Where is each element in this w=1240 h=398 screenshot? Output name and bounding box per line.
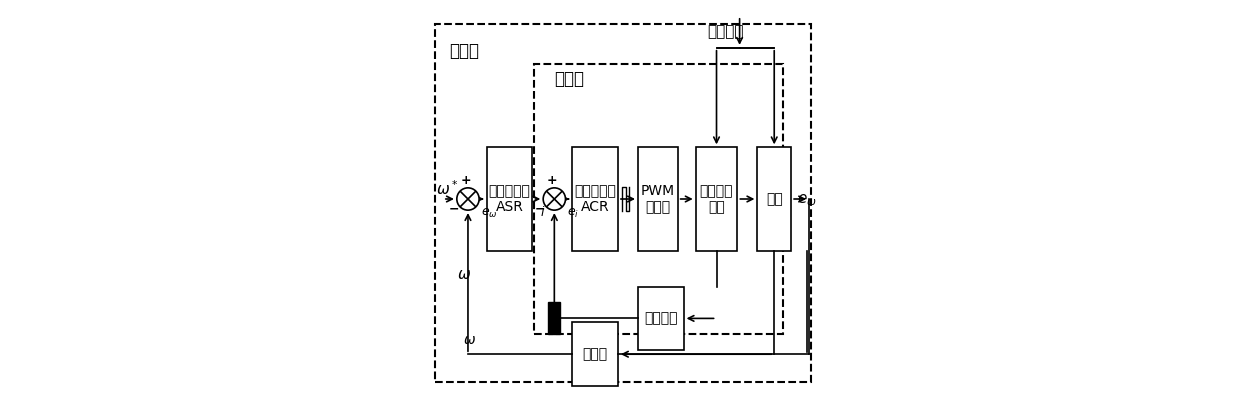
Text: $i^*$: $i^*$ (539, 203, 552, 220)
Bar (758, 147, 791, 251)
Text: −: − (534, 202, 546, 215)
Text: 速度控制器
ASR: 速度控制器 ASR (489, 184, 531, 214)
Bar (534, 64, 784, 334)
Text: $e_ω$: $e_ω$ (481, 207, 497, 220)
Text: $ω$: $ω$ (464, 333, 476, 347)
Text: 陀螺仪: 陀螺仪 (583, 347, 608, 361)
Bar (572, 322, 618, 386)
Text: 电流环: 电流环 (554, 70, 584, 88)
Bar (548, 302, 560, 334)
Text: 电流检测: 电流检测 (644, 311, 677, 326)
Text: 外部扰动: 外部扰动 (708, 24, 744, 39)
Text: $ω^*$: $ω^*$ (436, 179, 459, 198)
Text: $ω$: $ω$ (456, 267, 471, 282)
Bar (486, 147, 532, 251)
Text: −: − (448, 202, 459, 215)
Bar (572, 147, 618, 251)
Circle shape (543, 188, 565, 210)
Bar (637, 287, 683, 350)
Text: 电流控制器
ACR: 电流控制器 ACR (574, 184, 616, 214)
Text: +: + (460, 174, 471, 187)
Text: 速度环: 速度环 (449, 42, 479, 60)
Text: PWM
驱动器: PWM 驱动器 (641, 184, 675, 214)
Circle shape (456, 188, 479, 210)
Text: +: + (547, 174, 558, 187)
Text: $e_ω$: $e_ω$ (797, 192, 817, 208)
Bar (696, 147, 738, 251)
Bar (637, 147, 678, 251)
Text: 直流力矩
电机: 直流力矩 电机 (699, 184, 733, 214)
Text: 瞄具: 瞄具 (766, 192, 782, 206)
Text: $e_i$: $e_i$ (567, 207, 579, 220)
